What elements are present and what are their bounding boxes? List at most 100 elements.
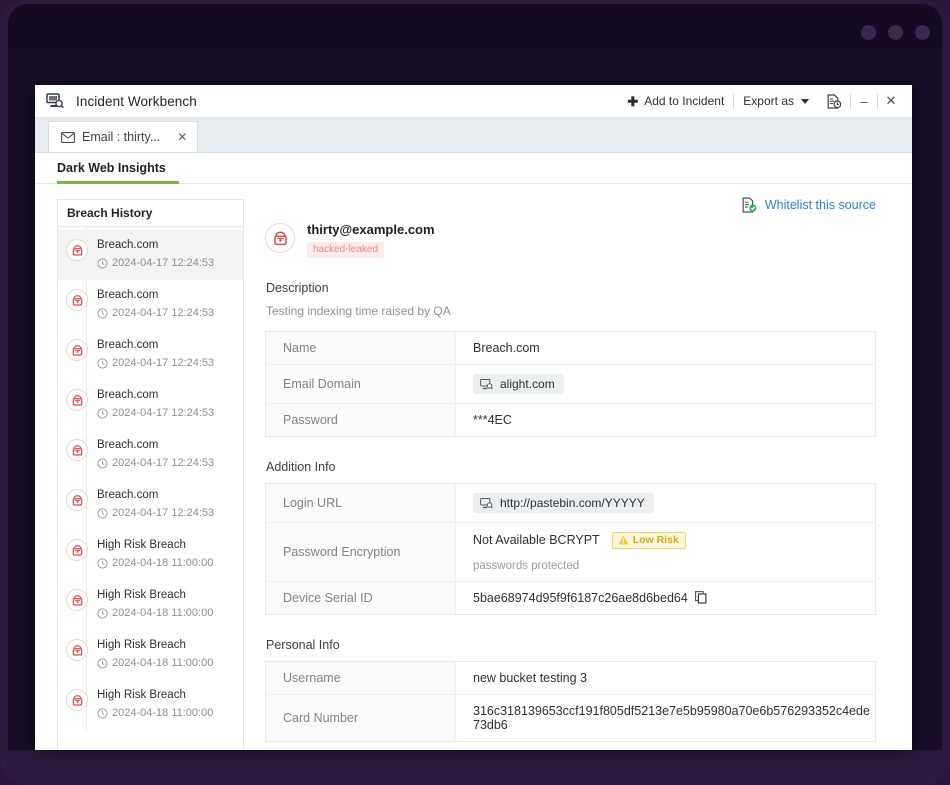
breach-item-time-row: 2024-04-18 11:00:00 bbox=[97, 605, 213, 621]
export-as-button[interactable]: Export as bbox=[734, 85, 818, 117]
row-value: Breach.com bbox=[456, 332, 876, 365]
add-to-incident-button[interactable]: ✚ Add to Incident bbox=[618, 85, 733, 117]
breach-history-item[interactable]: Breach.com 2024-04-17 12:24:53 bbox=[58, 430, 243, 480]
monitor-search-icon bbox=[480, 378, 493, 389]
cell-value: Breach.com bbox=[473, 341, 540, 355]
value-chip[interactable]: alight.com bbox=[473, 374, 564, 394]
table-row: Username new bucket testing 3 bbox=[265, 661, 876, 695]
breach-history-item[interactable]: Breach.com 2024-04-17 12:24:53 bbox=[58, 230, 243, 280]
close-button[interactable]: ✕ bbox=[885, 93, 897, 108]
clock-icon bbox=[97, 457, 108, 469]
breach-lock-icon bbox=[66, 589, 88, 611]
breach-history-item[interactable]: High Risk Breach 2024-04-18 11:00:00 bbox=[58, 580, 243, 630]
breach-history-item[interactable]: Breach.com 2024-04-17 12:24:53 bbox=[58, 380, 243, 430]
copy-icon[interactable] bbox=[694, 591, 707, 604]
envelope-icon bbox=[61, 131, 75, 143]
breach-item-time: 2024-04-17 12:24:53 bbox=[112, 357, 215, 369]
chevron-down-icon bbox=[801, 98, 809, 104]
export-document-button[interactable] bbox=[818, 85, 850, 117]
content-area: Breach History Breach.com 2024-04-17 12:2… bbox=[35, 184, 912, 750]
cell-value: new bucket testing 3 bbox=[473, 671, 587, 685]
row-value: 316c318139653ccf191f805df5213e7e5b95980a… bbox=[456, 695, 876, 742]
cell-value: ***4EC bbox=[473, 413, 512, 427]
clock-icon bbox=[97, 707, 108, 719]
entity-header: thirty@example.com hacked-leaked bbox=[265, 222, 876, 258]
tab-close-icon[interactable]: ✕ bbox=[177, 130, 188, 144]
breach-item-time-row: 2024-04-18 11:00:00 bbox=[97, 655, 213, 671]
warning-triangle-icon bbox=[618, 535, 629, 545]
entity-info: thirty@example.com hacked-leaked bbox=[307, 222, 435, 258]
table-row: Device Serial ID 5bae68974d95f9f6187c26ae… bbox=[265, 581, 876, 615]
breach-item-time: 2024-04-17 12:24:53 bbox=[112, 257, 215, 269]
titlebar-actions: ✚ Add to Incident Export as bbox=[618, 85, 912, 117]
minimize-button[interactable]: – bbox=[860, 93, 868, 109]
row-key: Email Domain bbox=[265, 364, 456, 404]
breach-timeline: Breach.com 2024-04-17 12:24:53 Breach.com 2… bbox=[58, 227, 243, 730]
toolbar-divider-3 bbox=[877, 93, 878, 109]
row-key: Password Encryption bbox=[265, 522, 456, 582]
breach-item-time: 2024-04-18 11:00:00 bbox=[112, 607, 214, 619]
toolbar-divider-2 bbox=[850, 93, 851, 109]
window-dot-1 bbox=[861, 25, 876, 40]
breach-history-panel: Breach History Breach.com 2024-04-17 12:2… bbox=[57, 199, 244, 750]
breach-item-time: 2024-04-18 11:00:00 bbox=[112, 557, 214, 569]
breach-lock-icon bbox=[66, 339, 88, 361]
breach-detail-panel: Whitelist this source thirty@example.com bbox=[244, 184, 912, 750]
breach-item-title: High Risk Breach bbox=[97, 539, 186, 551]
breach-lock-icon bbox=[66, 689, 88, 711]
breach-lock-icon bbox=[66, 639, 88, 661]
tab-dark-web-insights[interactable]: Dark Web Insights bbox=[57, 161, 166, 175]
breach-item-time-row: 2024-04-17 12:24:53 bbox=[97, 505, 214, 521]
breach-item-title: Breach.com bbox=[97, 289, 159, 301]
breach-item-time: 2024-04-17 12:24:53 bbox=[112, 407, 215, 419]
breach-history-header: Breach History bbox=[58, 200, 243, 227]
clock-icon bbox=[97, 357, 108, 369]
clock-icon bbox=[97, 507, 108, 519]
risk-badge: Low Risk bbox=[611, 532, 686, 549]
breach-item-time-row: 2024-04-17 12:24:53 bbox=[97, 255, 214, 271]
breach-history-item[interactable]: High Risk Breach 2024-04-18 11:00:00 bbox=[58, 630, 243, 680]
breach-history-item[interactable]: Breach.com 2024-04-17 12:24:53 bbox=[58, 280, 243, 330]
breach-lock-icon bbox=[66, 289, 88, 311]
breach-history-item[interactable]: Breach.com 2024-04-17 12:24:53 bbox=[58, 480, 243, 530]
row-key: Card Number bbox=[265, 694, 456, 742]
value-chip[interactable]: http://pastebin.com/YYYYY bbox=[473, 493, 654, 513]
row-value: new bucket testing 3 bbox=[456, 662, 876, 695]
table-row: Password ***4EC bbox=[265, 403, 876, 437]
encryption-value: Not Available BCRYPT bbox=[473, 532, 600, 547]
whitelist-source-link[interactable]: Whitelist this source bbox=[742, 197, 876, 213]
breach-item-title: Breach.com bbox=[97, 339, 159, 351]
breach-lock-icon bbox=[66, 539, 88, 561]
monitor-search-icon bbox=[46, 93, 64, 109]
tab-email-thirty[interactable]: Email : thirty... ✕ bbox=[48, 121, 199, 152]
add-to-incident-label: Add to Incident bbox=[644, 94, 725, 108]
breach-history-item[interactable]: High Risk Breach 2024-04-18 11:00:00 bbox=[58, 530, 243, 580]
whitelist-label: Whitelist this source bbox=[764, 198, 876, 212]
breach-lock-icon bbox=[66, 489, 88, 511]
application-window: Incident Workbench ✚ Add to Incident Exp… bbox=[35, 85, 912, 750]
plus-icon: ✚ bbox=[627, 93, 639, 109]
breach-item-time: 2024-04-18 11:00:00 bbox=[112, 707, 214, 719]
main-info-table: Name Breach.com Email Domain alight.com Pass… bbox=[265, 331, 876, 437]
breach-item-time-row: 2024-04-18 11:00:00 bbox=[97, 555, 213, 571]
serial-value: 5bae68974d95f9f6187c26ae8d6bed64 bbox=[473, 591, 688, 605]
breach-item-title: Breach.com bbox=[97, 389, 159, 401]
cell-value: 316c318139653ccf191f805df5213e7e5b95980a… bbox=[473, 704, 870, 732]
breach-history-item[interactable]: Breach.com 2024-04-17 12:24:53 bbox=[58, 330, 243, 380]
breach-item-title: High Risk Breach bbox=[97, 639, 186, 651]
personal-info-table: Username new bucket testing 3 Card Number 3… bbox=[265, 661, 876, 742]
section-tab-bar: Dark Web Insights bbox=[35, 153, 912, 184]
table-row: Email Domain alight.com bbox=[265, 364, 876, 404]
clock-icon bbox=[97, 657, 108, 669]
toolbar-divider-1 bbox=[733, 93, 735, 109]
table-row: Card Number 316c318139653ccf191f805df5213… bbox=[265, 694, 876, 742]
clock-icon bbox=[97, 557, 108, 569]
breach-history-item[interactable]: High Risk Breach 2024-04-18 11:00:00 bbox=[58, 680, 243, 730]
row-value: http://pastebin.com/YYYYY bbox=[456, 484, 876, 523]
breach-item-time-row: 2024-04-17 12:24:53 bbox=[97, 405, 214, 421]
document-clock-icon bbox=[827, 93, 841, 109]
row-key: Device Serial ID bbox=[265, 581, 456, 615]
breach-lock-icon bbox=[66, 239, 88, 261]
breach-item-time: 2024-04-18 11:00:00 bbox=[112, 657, 214, 669]
breach-item-title: High Risk Breach bbox=[97, 689, 186, 701]
